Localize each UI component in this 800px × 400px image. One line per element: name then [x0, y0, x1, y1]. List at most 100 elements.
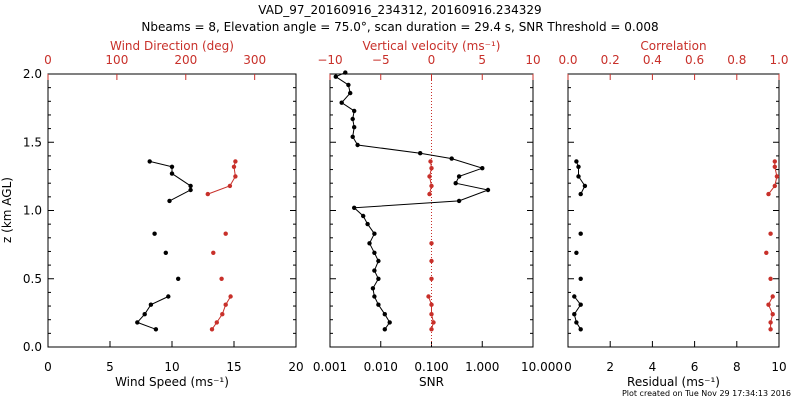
- bottom-data-point: [372, 250, 377, 255]
- bottom-data-point: [572, 294, 577, 299]
- top-data-point: [223, 302, 228, 307]
- bottom-data-point: [352, 108, 357, 114]
- bottom-series-line: [334, 72, 490, 330]
- bottom-data-point: [352, 205, 357, 210]
- top-data-point: [766, 191, 771, 197]
- bottom-series-line: [149, 160, 192, 202]
- top-tick-label: 300: [243, 53, 266, 67]
- bottom-data-point: [376, 302, 381, 307]
- top-data-point: [427, 174, 432, 179]
- x-axis-label: SNR: [419, 375, 444, 389]
- x-tick-label: 5: [106, 360, 114, 374]
- top-data-point: [429, 302, 434, 307]
- bottom-data-point: [456, 174, 462, 179]
- bottom-data-point: [135, 320, 140, 325]
- top-data-point: [768, 327, 773, 332]
- bottom-data-point: [355, 142, 360, 148]
- top-data-point: [211, 250, 216, 255]
- bottom-data-point: [574, 159, 579, 164]
- x-tick-label: 0.100: [414, 360, 448, 374]
- bottom-data-point: [449, 156, 454, 161]
- bottom-data-point: [163, 250, 168, 255]
- x-tick-label: 8: [733, 360, 741, 374]
- top-data-point: [429, 327, 434, 332]
- x-tick-label: 10: [164, 360, 179, 374]
- bottom-data-point: [350, 134, 355, 139]
- bottom-data-point: [456, 198, 462, 204]
- bottom-data-point: [169, 171, 175, 176]
- top-data-point: [774, 174, 780, 179]
- top-axis-label: Vertical velocity (ms⁻¹): [363, 39, 501, 53]
- ylabel: z (km AGL): [0, 177, 14, 243]
- bottom-data-point: [361, 213, 366, 219]
- bottom-data-point: [382, 327, 387, 332]
- x-axis-label: Wind Speed (ms⁻¹): [115, 375, 229, 389]
- top-data-point: [431, 320, 436, 325]
- bottom-data-point: [485, 187, 491, 193]
- top-data-point: [768, 320, 773, 325]
- panel-3: 0 2 4 6 8 10 Residual (ms⁻¹) 0.0 0.2 0.4 0.6 0.8 1.0…: [558, 39, 788, 389]
- top-tick-label: −10: [317, 53, 342, 67]
- top-data-point: [772, 164, 777, 169]
- bottom-data-point: [576, 164, 581, 169]
- x-axis-label: Residual (ms⁻¹): [627, 375, 720, 389]
- bottom-data-point: [574, 250, 579, 255]
- top-tick-label: 200: [174, 53, 197, 67]
- bottom-data-point: [572, 312, 577, 317]
- x-tick-label: 0.010: [364, 360, 398, 374]
- y-tick-label: 0.5: [23, 272, 42, 286]
- x-tick-label: 15: [226, 360, 241, 374]
- y-tick-label: 1.0: [23, 204, 42, 218]
- top-data-point: [768, 231, 773, 236]
- top-data-point: [429, 312, 434, 317]
- panel-2: 0.001 0.010 0.100 1.000 10.000 SNR −10 −5 0 5 10 Ve…: [313, 39, 563, 389]
- bottom-data-point: [574, 320, 579, 325]
- bottom-data-point: [167, 198, 172, 204]
- top-data-point: [231, 164, 237, 169]
- bottom-series-line: [136, 296, 169, 330]
- x-tick-label: 2: [606, 360, 614, 374]
- top-data-point: [214, 320, 219, 325]
- bottom-data-point: [152, 231, 157, 236]
- top-tick-label: −5: [372, 53, 390, 67]
- top-tick-label: 0.4: [643, 53, 662, 67]
- bottom-data-point: [343, 70, 348, 75]
- bottom-data-point: [142, 312, 147, 317]
- bottom-data-point: [372, 294, 377, 299]
- top-data-point: [228, 294, 233, 299]
- bottom-data-point: [367, 241, 372, 246]
- bottom-data-point: [578, 276, 583, 281]
- bottom-data-point: [382, 312, 387, 317]
- bottom-data-point: [576, 174, 581, 179]
- top-series-line: [207, 161, 236, 195]
- bottom-data-point: [348, 90, 353, 96]
- bottom-data-point: [370, 286, 376, 291]
- bottom-data-point: [578, 231, 583, 236]
- top-tick-label: 0.0: [558, 53, 577, 67]
- x-tick-label: 6: [691, 360, 699, 374]
- bottom-data-point: [188, 187, 193, 193]
- y-tick-label: 1.5: [23, 135, 42, 149]
- top-data-point: [223, 231, 228, 236]
- top-data-point: [770, 312, 775, 317]
- bottom-data-point: [376, 258, 381, 264]
- bottom-data-point: [372, 231, 377, 236]
- bottom-data-point: [418, 151, 423, 156]
- top-tick-label: 0: [44, 53, 52, 67]
- bottom-data-point: [582, 183, 588, 189]
- bottom-data-point: [169, 164, 175, 169]
- top-data-point: [768, 276, 773, 281]
- top-data-point: [429, 241, 434, 246]
- top-tick-label: 100: [105, 53, 128, 67]
- figure-title-line2: Nbeams = 8, Elevation angle = 75.0°, sca…: [141, 20, 658, 34]
- top-axis-label: Correlation: [640, 39, 706, 53]
- top-data-point: [764, 250, 769, 255]
- figure-title-line1: VAD_97_20160916_234312, 20160916.234329: [258, 3, 541, 17]
- bottom-data-point: [453, 181, 458, 186]
- top-tick-label: 1.0: [769, 53, 788, 67]
- x-tick-label: 0.001: [313, 360, 347, 374]
- bottom-data-point: [352, 125, 357, 130]
